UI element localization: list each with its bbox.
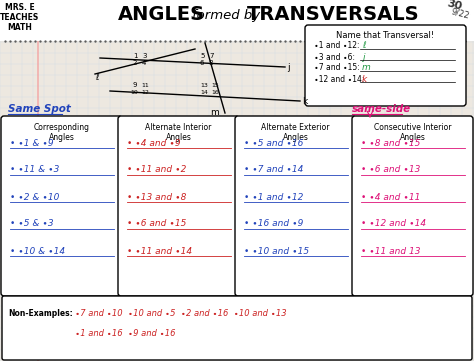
Text: • ∙6 and ∙15: • ∙6 and ∙15 bbox=[127, 219, 186, 229]
Text: • ∙16 and ∙9: • ∙16 and ∙9 bbox=[244, 219, 303, 229]
Text: Same Spot: Same Spot bbox=[8, 104, 71, 114]
Text: 30: 30 bbox=[446, 0, 463, 12]
Text: ∙1 and ∙12:: ∙1 and ∙12: bbox=[314, 42, 359, 51]
Text: MATH: MATH bbox=[8, 22, 32, 31]
Text: • ∙4 and ∙11: • ∙4 and ∙11 bbox=[361, 192, 420, 201]
Text: ∙7 and ∙15:: ∙7 and ∙15: bbox=[314, 64, 360, 73]
Text: ℓ: ℓ bbox=[95, 73, 99, 82]
Text: 16: 16 bbox=[211, 90, 219, 95]
Text: Consecutive Interior
Angles: Consecutive Interior Angles bbox=[374, 123, 451, 142]
Text: 7: 7 bbox=[209, 53, 213, 59]
Text: 6: 6 bbox=[200, 60, 204, 66]
Text: Non-Examples:: Non-Examples: bbox=[8, 309, 73, 318]
Text: 4: 4 bbox=[142, 60, 146, 66]
FancyBboxPatch shape bbox=[305, 25, 466, 106]
Text: ∙7 and ∙10  ∙10 and ∙5  ∙2 and ∙16  ∙10 and ∙13: ∙7 and ∙10 ∙10 and ∙5 ∙2 and ∙16 ∙10 and… bbox=[75, 309, 287, 318]
Text: Corresponding
Angles: Corresponding Angles bbox=[34, 123, 90, 142]
FancyBboxPatch shape bbox=[352, 116, 473, 296]
Text: 11: 11 bbox=[141, 83, 149, 88]
Text: TEACHES: TEACHES bbox=[0, 13, 40, 22]
Text: 9: 9 bbox=[133, 82, 137, 88]
Text: • ∙13 and ∙8: • ∙13 and ∙8 bbox=[127, 192, 186, 201]
Text: j: j bbox=[362, 52, 365, 61]
Text: • ∙12 and ∙14: • ∙12 and ∙14 bbox=[361, 219, 426, 229]
Text: • ∙11 and ∙14: • ∙11 and ∙14 bbox=[127, 247, 192, 256]
Text: 10: 10 bbox=[130, 90, 138, 95]
Text: • ∙8 and ∙15: • ∙8 and ∙15 bbox=[361, 139, 420, 148]
Text: 3: 3 bbox=[142, 53, 146, 59]
FancyBboxPatch shape bbox=[0, 0, 474, 41]
Text: ∙12 and ∙14:: ∙12 and ∙14: bbox=[314, 74, 365, 83]
Text: 14: 14 bbox=[200, 90, 208, 95]
FancyBboxPatch shape bbox=[1, 116, 122, 296]
Text: 1: 1 bbox=[133, 53, 137, 59]
Text: Alternate Interior
Angles: Alternate Interior Angles bbox=[146, 123, 212, 142]
Text: • ∙5 and ∙16: • ∙5 and ∙16 bbox=[244, 139, 303, 148]
Text: 9/22: 9/22 bbox=[450, 7, 470, 21]
Text: ∙1 and ∙16  ∙9 and ∙16: ∙1 and ∙16 ∙9 and ∙16 bbox=[75, 329, 175, 338]
Text: • ∙4 and ∙9: • ∙4 and ∙9 bbox=[127, 139, 181, 148]
Text: 8: 8 bbox=[209, 60, 213, 66]
Text: 12: 12 bbox=[141, 90, 149, 95]
Text: m: m bbox=[210, 108, 219, 117]
Text: ANGLES: ANGLES bbox=[118, 4, 205, 23]
Text: • ∙6 and ∙13: • ∙6 and ∙13 bbox=[361, 165, 420, 174]
Text: 5: 5 bbox=[200, 53, 204, 59]
Text: • ∙10 & ∙14: • ∙10 & ∙14 bbox=[10, 247, 65, 256]
Text: • ∙2 & ∙10: • ∙2 & ∙10 bbox=[10, 192, 59, 201]
Text: ∙3 and ∙6:: ∙3 and ∙6: bbox=[314, 52, 355, 61]
Text: 13: 13 bbox=[200, 83, 208, 88]
Text: formed by: formed by bbox=[192, 9, 260, 22]
FancyBboxPatch shape bbox=[118, 116, 239, 296]
Text: • ∙10 and ∙15: • ∙10 and ∙15 bbox=[244, 247, 309, 256]
Text: same-side: same-side bbox=[352, 104, 411, 114]
Text: • ∙11 and ∙2: • ∙11 and ∙2 bbox=[127, 165, 186, 174]
Text: TRANSVERSALS: TRANSVERSALS bbox=[247, 4, 419, 23]
Text: Alternate Exterior
Angles: Alternate Exterior Angles bbox=[261, 123, 330, 142]
FancyBboxPatch shape bbox=[235, 116, 356, 296]
FancyBboxPatch shape bbox=[2, 296, 472, 360]
Text: • ∙7 and ∙14: • ∙7 and ∙14 bbox=[244, 165, 303, 174]
Text: Name that Transversal!: Name that Transversal! bbox=[336, 30, 434, 39]
Text: • ∙11 & ∙3: • ∙11 & ∙3 bbox=[10, 165, 59, 174]
Text: j: j bbox=[287, 62, 290, 71]
Text: 15: 15 bbox=[211, 83, 219, 88]
Text: • ∙1 and ∙12: • ∙1 and ∙12 bbox=[244, 192, 303, 201]
Text: • ∙11 and 13: • ∙11 and 13 bbox=[361, 247, 420, 256]
Text: 2: 2 bbox=[133, 60, 137, 66]
Text: • ∙1 & ∙9: • ∙1 & ∙9 bbox=[10, 139, 54, 148]
Text: k: k bbox=[302, 96, 307, 105]
Text: m: m bbox=[362, 64, 371, 73]
Text: k: k bbox=[362, 74, 367, 83]
Text: ℓ: ℓ bbox=[362, 42, 366, 51]
Text: MRS. E: MRS. E bbox=[5, 3, 35, 12]
Text: • ∙5 & ∙3: • ∙5 & ∙3 bbox=[10, 219, 54, 229]
